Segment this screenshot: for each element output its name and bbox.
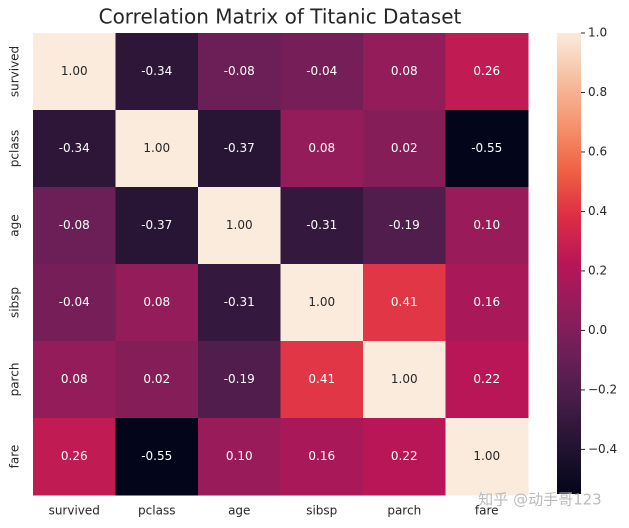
cell-label: 0.08 xyxy=(308,141,335,155)
heatmap-cell xyxy=(445,264,529,342)
x-tick-label: pclass xyxy=(138,504,175,518)
cell-label: -0.34 xyxy=(59,141,90,155)
heatmap-cell xyxy=(363,341,446,419)
colorbar-tick-label: 0.0 xyxy=(588,323,607,337)
heatmap-cell xyxy=(198,187,281,265)
heatmap-cell xyxy=(198,341,281,419)
heatmap-cell xyxy=(363,264,446,342)
heatmap-cell xyxy=(115,33,199,111)
heatmap-cell xyxy=(363,110,446,188)
cell-label: 0.41 xyxy=(391,295,418,309)
heatmap-cell xyxy=(280,187,364,265)
cell-label: -0.37 xyxy=(141,218,172,232)
heatmap-cell xyxy=(280,110,364,188)
cell-label: 1.00 xyxy=(391,372,418,386)
x-tick-label: age xyxy=(228,504,250,518)
cell-label: -0.55 xyxy=(141,449,172,463)
heatmap-cell xyxy=(445,418,529,496)
y-tick-label: age xyxy=(8,214,22,236)
cell-label: 0.08 xyxy=(391,64,418,78)
cell-label: -0.31 xyxy=(306,218,337,232)
heatmap-cell xyxy=(445,341,529,419)
x-tick-label: survived xyxy=(49,504,100,518)
heatmap-cell xyxy=(198,418,281,496)
x-tick-label: fare xyxy=(475,504,499,518)
cell-label: -0.04 xyxy=(59,295,90,309)
heatmap-cell xyxy=(445,110,529,188)
cell-label: 0.16 xyxy=(308,449,335,463)
x-tick-label: sibsp xyxy=(306,504,337,518)
heatmap-cell xyxy=(33,187,116,265)
cell-label: 0.26 xyxy=(61,449,88,463)
cell-label: 1.00 xyxy=(226,218,253,232)
heatmap-cell xyxy=(445,33,529,111)
cell-label: -0.08 xyxy=(224,64,255,78)
colorbar-tick-label: 0.2 xyxy=(588,263,607,277)
heatmap-cell xyxy=(33,33,116,111)
cell-label: 0.22 xyxy=(473,372,500,386)
cell-label: 0.02 xyxy=(391,141,418,155)
cell-label: -0.34 xyxy=(141,64,172,78)
heatmap-cell xyxy=(280,264,364,342)
cell-label: -0.19 xyxy=(224,372,255,386)
cell-label: 1.00 xyxy=(473,449,500,463)
heatmap-cell xyxy=(280,33,364,111)
cell-label: 0.08 xyxy=(143,295,170,309)
cell-label: 1.00 xyxy=(143,141,170,155)
colorbar xyxy=(557,33,581,494)
y-tick-label: parch xyxy=(8,363,22,397)
colorbar-tick-label: 0.6 xyxy=(588,144,607,158)
cell-label: 0.41 xyxy=(308,372,335,386)
heatmap-cell xyxy=(363,418,446,496)
cell-label: 0.08 xyxy=(61,372,88,386)
y-tick-label: fare xyxy=(8,445,22,469)
heatmap-cell xyxy=(115,341,199,419)
x-tick-label: parch xyxy=(387,504,421,518)
cell-label: -0.04 xyxy=(306,64,337,78)
chart-title: Correlation Matrix of Titanic Dataset xyxy=(99,5,462,29)
cell-label: -0.08 xyxy=(59,218,90,232)
cell-label: -0.19 xyxy=(389,218,420,232)
y-tick-label: sibsp xyxy=(8,287,22,318)
cell-label: 1.00 xyxy=(61,64,88,78)
heatmap-cell xyxy=(33,264,116,342)
colorbar-tick-label: 1.0 xyxy=(588,26,607,40)
heatmap-cell xyxy=(445,187,529,265)
heatmap-cell xyxy=(363,187,446,265)
cell-label: 1.00 xyxy=(308,295,335,309)
cell-label: 0.22 xyxy=(391,449,418,463)
y-tick-label: survived xyxy=(8,46,22,97)
cell-label: 0.10 xyxy=(226,449,253,463)
heatmap-cell xyxy=(33,418,116,496)
heatmap-cell xyxy=(115,418,199,496)
heatmap-cell xyxy=(115,187,199,265)
cell-label: -0.37 xyxy=(224,141,255,155)
heatmap-cell xyxy=(115,264,199,342)
cell-label: 0.10 xyxy=(473,218,500,232)
colorbar-tick-label: 0.4 xyxy=(588,204,607,218)
cell-label: 0.02 xyxy=(143,372,170,386)
heatmap-cell xyxy=(363,33,446,111)
cell-label: -0.55 xyxy=(471,141,502,155)
colorbar-tick-label: 0.8 xyxy=(588,85,607,99)
heatmap-cell xyxy=(280,418,364,496)
cell-label: 0.16 xyxy=(473,295,500,309)
cell-label: -0.31 xyxy=(224,295,255,309)
heatmap-cell xyxy=(280,341,364,419)
watermark: 知乎 @动手哥123 xyxy=(478,491,601,509)
heatmap-cell xyxy=(33,341,116,419)
heatmap-cell xyxy=(115,110,199,188)
heatmap-cell xyxy=(33,110,116,188)
heatmap-cell xyxy=(198,110,281,188)
cell-label: 0.26 xyxy=(473,64,500,78)
colorbar-tick-label: −0.2 xyxy=(588,382,617,396)
y-tick-label: pclass xyxy=(8,130,22,167)
colorbar-tick-label: −0.4 xyxy=(588,442,617,456)
heatmap-cell xyxy=(198,264,281,342)
heatmap-cell xyxy=(198,33,281,111)
